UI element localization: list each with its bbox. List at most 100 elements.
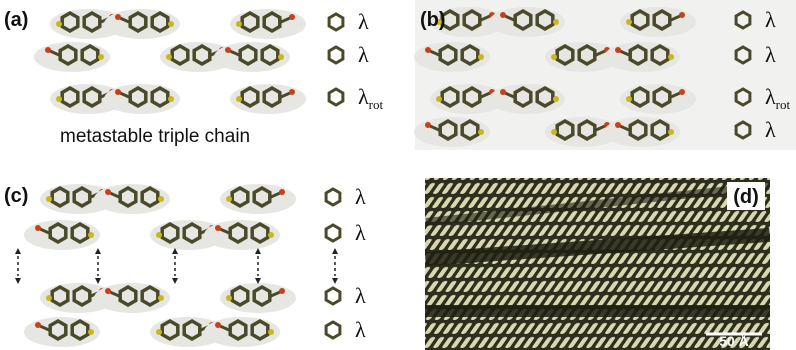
molecule-fragment [329, 14, 343, 30]
sulfur [268, 232, 274, 238]
row-label: λ [355, 317, 366, 342]
panel-label: (b) [420, 9, 446, 31]
sulfur [226, 196, 232, 202]
molecule [489, 7, 565, 37]
row-label: λrot [358, 84, 384, 112]
sulfur [156, 232, 162, 238]
panel-label: (c) [4, 185, 28, 207]
row-label: λ [765, 42, 776, 67]
molecule-fragment [326, 288, 340, 304]
sulfur [551, 54, 557, 60]
row-label: λ [355, 184, 366, 209]
sulfur [626, 19, 632, 25]
arrow-head [332, 248, 338, 254]
sulfur [626, 96, 632, 102]
oxygen [279, 288, 285, 294]
oxygen [115, 89, 121, 95]
molecule [220, 184, 296, 214]
arrow-head [332, 278, 338, 284]
molecule [104, 9, 180, 39]
row-label: λ [765, 117, 776, 142]
row-label: λ [358, 42, 369, 67]
arrow-head [15, 278, 21, 284]
oxygen [679, 12, 685, 18]
oxygen [500, 89, 506, 95]
row-label: λ [358, 9, 369, 34]
molecule [24, 317, 100, 347]
sulfur [88, 232, 94, 238]
sulfur [46, 196, 52, 202]
molecule [414, 42, 490, 72]
sulfur [236, 21, 242, 27]
sulfur [553, 96, 559, 102]
oxygen [289, 89, 295, 95]
panel-d: (d) 50 Å [425, 178, 770, 350]
arrow-head [172, 278, 178, 284]
row-label: λ [355, 220, 366, 245]
oxygen [615, 122, 621, 128]
molecule [230, 9, 306, 39]
molecule-fragment [326, 189, 340, 205]
sulfur [236, 96, 242, 102]
molecule-fragment [326, 225, 340, 241]
oxygen [115, 14, 121, 20]
oxygen [615, 47, 621, 53]
sulfur [268, 329, 274, 335]
sulfur [168, 96, 174, 102]
sulfur [668, 129, 674, 135]
sulfur [56, 21, 62, 27]
sulfur [156, 329, 162, 335]
molecule [414, 117, 490, 147]
molecule [204, 220, 280, 250]
oxygen [35, 225, 41, 231]
row-label: λ [765, 7, 776, 32]
sulfur [88, 329, 94, 335]
row-label-subscript: rot [776, 97, 791, 112]
molecule [94, 283, 170, 313]
sulfur [56, 96, 62, 102]
sulfur [158, 196, 164, 202]
dark-band [425, 305, 770, 317]
scale-bar-label: 50 Å [719, 333, 749, 349]
oxygen [679, 89, 685, 95]
oxygen [105, 288, 111, 294]
caption: metastable triple chain [60, 126, 250, 147]
molecule [604, 117, 680, 147]
molecule [214, 42, 290, 72]
molecule-fragment [326, 322, 340, 338]
sulfur [553, 19, 559, 25]
sulfur [46, 295, 52, 301]
oxygen [500, 12, 506, 18]
molecule [489, 84, 565, 114]
molecule-fragment [329, 89, 343, 105]
oxygen [425, 122, 431, 128]
molecule [230, 84, 306, 114]
sulfur [436, 96, 442, 102]
oxygen [105, 189, 111, 195]
molecule [604, 42, 680, 72]
panel-label: (a) [4, 9, 28, 31]
sulfur [168, 21, 174, 27]
sulfur [478, 129, 484, 135]
oxygen [225, 47, 231, 53]
figure: (d) 50 Å (a) (b) (c) metastable triple c… [0, 0, 796, 350]
oxygen [279, 189, 285, 195]
molecule-fragment [329, 47, 343, 63]
oxygen [35, 322, 41, 328]
molecule [620, 7, 696, 37]
sulfur [551, 129, 557, 135]
oxygen [289, 14, 295, 20]
arrow-head [15, 248, 21, 254]
sulfur [98, 54, 104, 60]
oxygen [45, 47, 51, 53]
sulfur [278, 54, 284, 60]
molecule [620, 84, 696, 114]
molecule [204, 317, 280, 347]
arrow-head [95, 278, 101, 284]
oxygen [215, 322, 221, 328]
molecule [24, 220, 100, 250]
molecule [220, 283, 296, 313]
sulfur [158, 295, 164, 301]
oxygen [215, 225, 221, 231]
molecule [104, 84, 180, 114]
